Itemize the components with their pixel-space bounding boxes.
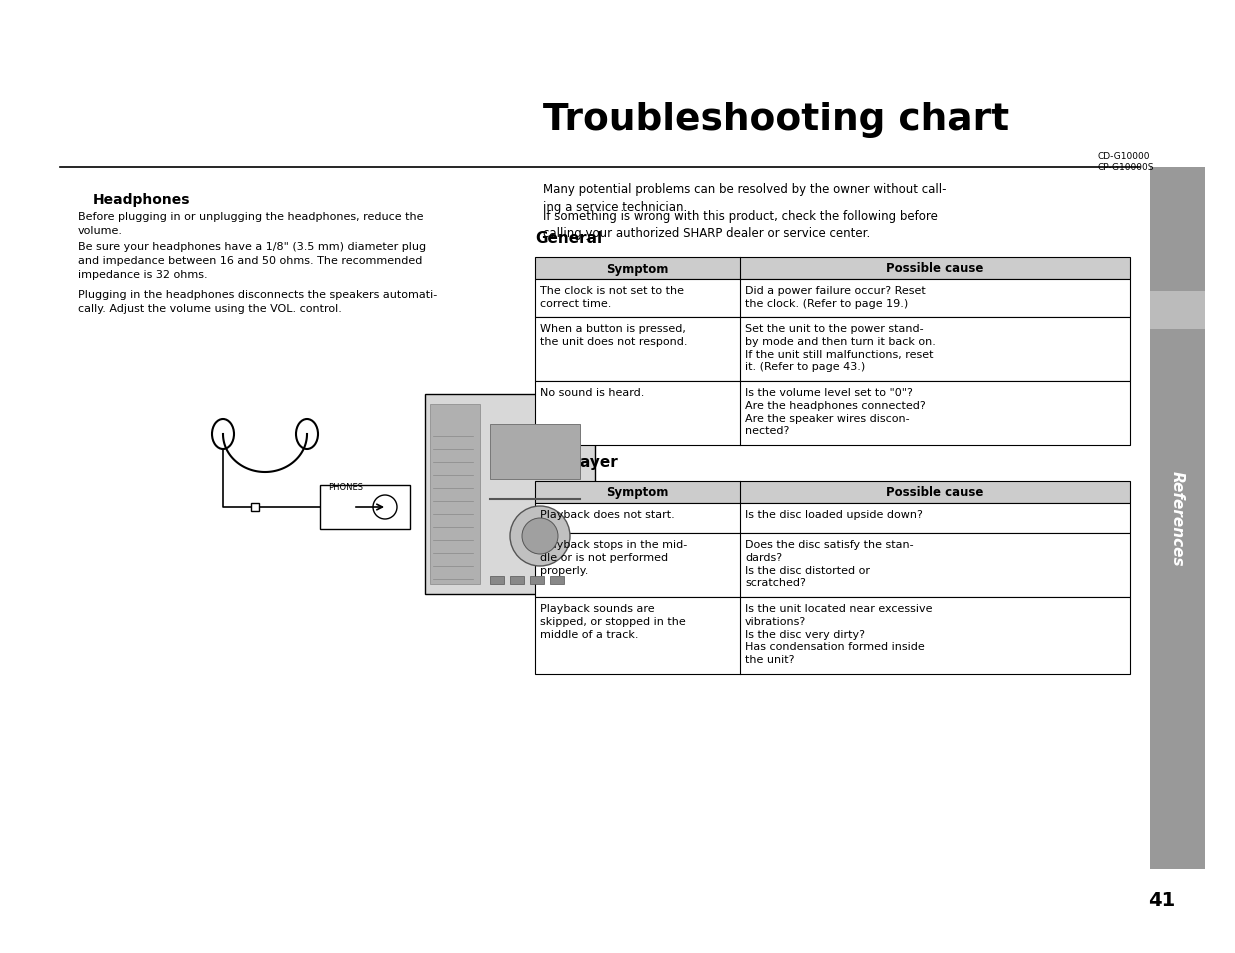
Text: Is the disc loaded upside down?: Is the disc loaded upside down? — [745, 510, 923, 519]
Text: Troubleshooting chart: Troubleshooting chart — [543, 102, 1009, 138]
Text: Headphones: Headphones — [93, 193, 190, 207]
Bar — [490, 577, 504, 584]
Bar — [320, 485, 410, 530]
Bar — [535, 598, 1130, 675]
Text: PHONES: PHONES — [329, 483, 363, 492]
Bar — [535, 381, 1130, 446]
Text: 41: 41 — [1147, 890, 1174, 909]
Text: Playback stops in the mid-
dle or is not performed
properly.: Playback stops in the mid- dle or is not… — [540, 539, 687, 575]
Text: Possible cause: Possible cause — [887, 262, 984, 275]
Bar — [535, 534, 1130, 598]
Text: Set the unit to the power stand-
by mode and then turn it back on.
If the unit s: Set the unit to the power stand- by mode… — [745, 324, 936, 372]
Bar — [535, 317, 1130, 381]
Text: When a button is pressed,
the unit does not respond.: When a button is pressed, the unit does … — [540, 324, 688, 347]
Text: General: General — [535, 231, 603, 246]
Bar — [510, 577, 524, 584]
Bar — [550, 577, 564, 584]
Text: CD player: CD player — [535, 455, 618, 470]
Bar — [425, 395, 595, 595]
Text: Symptom: Symptom — [606, 262, 668, 275]
Text: No sound is heard.: No sound is heard. — [540, 388, 645, 397]
Circle shape — [373, 496, 396, 519]
Circle shape — [522, 518, 558, 555]
Text: CP-G10000S: CP-G10000S — [1098, 163, 1155, 172]
Text: CD-G10000: CD-G10000 — [1098, 152, 1151, 161]
Text: Plugging in the headphones disconnects the speakers automati-
cally. Adjust the : Plugging in the headphones disconnects t… — [78, 290, 437, 314]
Text: Did a power failure occur? Reset
the clock. (Refer to page 19.): Did a power failure occur? Reset the clo… — [745, 286, 926, 309]
Bar — [535, 257, 1130, 280]
Text: Is the unit located near excessive
vibrations?
Is the disc very dirty?
Has conde: Is the unit located near excessive vibra… — [745, 603, 932, 664]
Text: Possible cause: Possible cause — [887, 486, 984, 499]
Text: Playback sounds are
skipped, or stopped in the
middle of a track.: Playback sounds are skipped, or stopped … — [540, 603, 685, 639]
Bar — [535, 503, 1130, 534]
Bar — [1150, 168, 1205, 869]
Text: Does the disc satisfy the stan-
dards?
Is the disc distorted or
scratched?: Does the disc satisfy the stan- dards? I… — [745, 539, 914, 588]
Text: Symptom: Symptom — [606, 486, 668, 499]
Bar — [430, 405, 480, 584]
Text: Playback does not start.: Playback does not start. — [540, 510, 674, 519]
Text: References: References — [1170, 471, 1186, 566]
Text: Many potential problems can be resolved by the owner without call-
ing a service: Many potential problems can be resolved … — [543, 183, 946, 213]
Text: If something is wrong with this product, check the following before
calling your: If something is wrong with this product,… — [543, 210, 937, 240]
Text: Before plugging in or unplugging the headphones, reduce the
volume.: Before plugging in or unplugging the hea… — [78, 212, 424, 235]
Text: The clock is not set to the
correct time.: The clock is not set to the correct time… — [540, 286, 684, 309]
Bar — [530, 577, 543, 584]
Text: Is the volume level set to "0"?
Are the headphones connected?
Are the speaker wi: Is the volume level set to "0"? Are the … — [745, 388, 926, 436]
Bar — [1150, 292, 1205, 330]
Text: Be sure your headphones have a 1/8" (3.5 mm) diameter plug
and impedance between: Be sure your headphones have a 1/8" (3.5… — [78, 242, 426, 280]
Bar — [490, 424, 580, 479]
Circle shape — [510, 506, 571, 566]
Bar — [251, 503, 259, 512]
Bar — [535, 280, 1130, 317]
Bar — [535, 481, 1130, 503]
